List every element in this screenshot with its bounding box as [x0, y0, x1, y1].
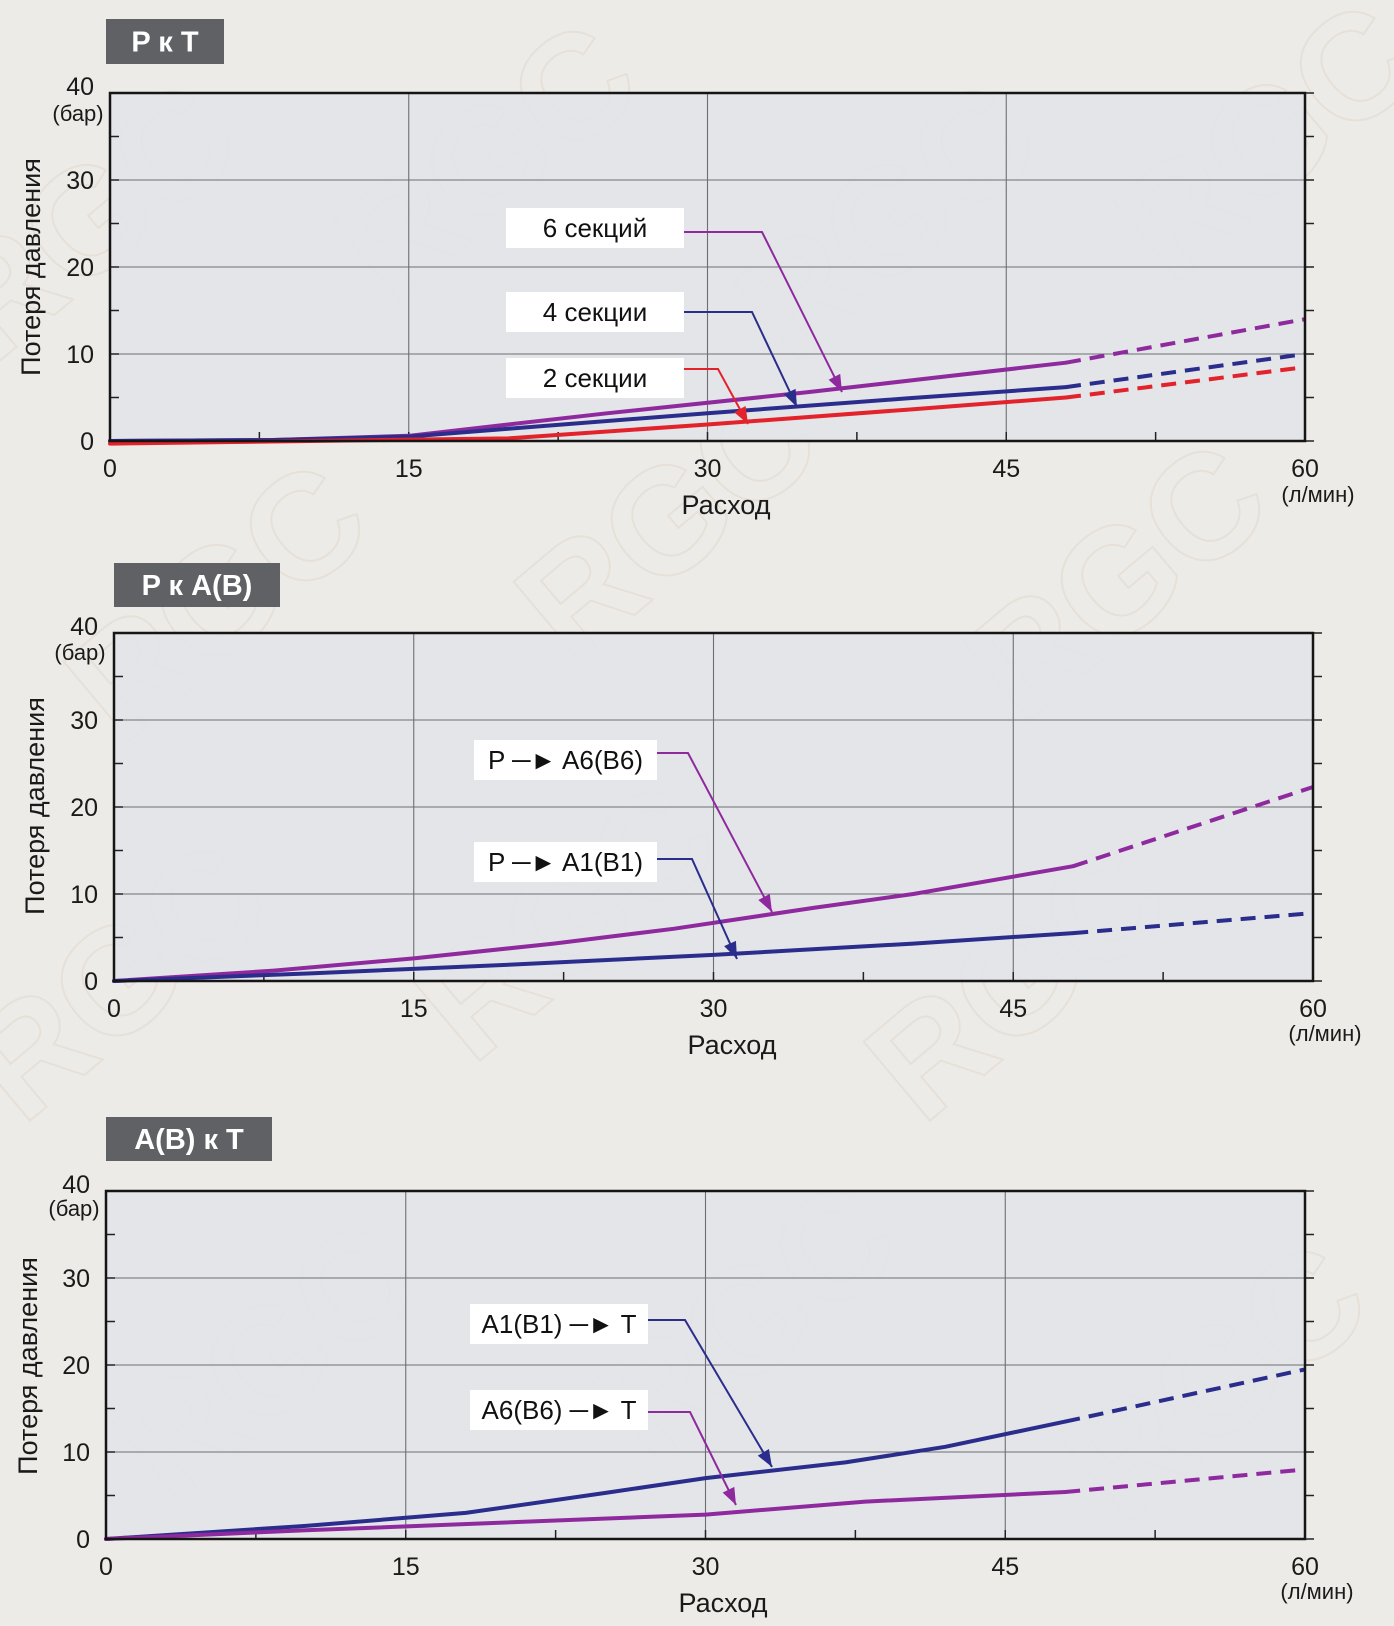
- plot-frame: [112, 631, 1315, 983]
- y-tick-label: 10: [62, 1439, 90, 1467]
- callout-label: A1(B1) ─► T: [482, 1309, 637, 1339]
- y-tick-label: 30: [62, 1265, 90, 1293]
- y-unit-label: (бар): [48, 1196, 99, 1221]
- x-tick-label: 30: [694, 455, 722, 483]
- y-tick-label: 40: [62, 1171, 90, 1199]
- series-extrapolation-1: [1065, 352, 1306, 390]
- callout-arrowhead: [783, 388, 797, 407]
- callout-label: P ─► A1(B1): [488, 847, 643, 877]
- x-tick-label: 0: [99, 1553, 113, 1581]
- section-badge: [106, 19, 224, 64]
- callout-box: [470, 1390, 648, 1430]
- x-axis-label: Расход: [687, 1030, 776, 1060]
- section-badge: [114, 563, 280, 607]
- y-axis-label: Потеря давления: [20, 697, 50, 915]
- callout-leader: [648, 1319, 773, 1468]
- callout-leader: [684, 231, 843, 393]
- x-tick-label: 60: [1299, 995, 1327, 1023]
- y-tick-label: 30: [70, 707, 98, 735]
- y-tick-label: 20: [70, 794, 98, 822]
- x-tick-label: 15: [400, 995, 428, 1023]
- series-line-1: [104, 1490, 1068, 1541]
- x-tick-label: 30: [700, 995, 728, 1023]
- chart-p-to-t: 0 15 30 45 60 0 10 20 30 40(бар) (л/мин) Потеря дав…: [16, 19, 1355, 520]
- callout-arrowhead: [828, 373, 842, 392]
- callout-box: [506, 208, 684, 248]
- chart-p-to-ab: 0 15 30 45 60 0 10 20 30 40(бар) (л/мин) Потеря дав…: [20, 563, 1362, 1060]
- x-tick-label: 60: [1291, 1553, 1319, 1581]
- x-tick-label: 30: [692, 1553, 720, 1581]
- y-axis-label: Потеря давления: [13, 1257, 43, 1475]
- callout-label: A6(B6) ─► T: [482, 1395, 637, 1425]
- x-axis-label: Расход: [678, 1588, 767, 1618]
- callout-leader: [648, 1411, 737, 1506]
- section-badge: [106, 1117, 272, 1161]
- x-tick-label: 0: [103, 455, 117, 483]
- x-tick-label: 0: [107, 995, 121, 1023]
- y-tick-label: 10: [70, 881, 98, 909]
- section-badge-label: P к A(B): [142, 570, 253, 602]
- x-tick-label: 45: [999, 995, 1027, 1023]
- callout-box: [470, 1304, 648, 1344]
- series-extrapolation-2: [1065, 365, 1306, 400]
- y-tick-label: 10: [66, 341, 94, 369]
- y-tick-label: 30: [66, 167, 94, 195]
- callout-label: 2 секции: [543, 363, 647, 393]
- callout-arrowhead: [724, 940, 737, 959]
- x-tick-label: 15: [395, 455, 423, 483]
- callout-label: 4 секции: [543, 297, 647, 327]
- y-tick-label: 0: [80, 428, 94, 456]
- x-tick-label: 45: [992, 455, 1020, 483]
- callout-box: [474, 740, 657, 780]
- y-tick-label: 40: [66, 73, 94, 101]
- section-badge-label: A(B) к T: [134, 1124, 244, 1156]
- callout-box: [506, 358, 684, 398]
- section-badge-label: P к T: [131, 27, 198, 59]
- y-tick-label: 0: [84, 968, 98, 996]
- x-unit-label: (л/мин): [1288, 1021, 1361, 1046]
- series-extrapolation-0: [1065, 317, 1306, 365]
- x-tick-label: 60: [1291, 455, 1319, 483]
- callout-leader: [657, 858, 738, 960]
- y-unit-label: (бар): [54, 640, 105, 665]
- y-tick-label: 20: [66, 254, 94, 282]
- callout-box: [506, 292, 684, 332]
- callout-arrowhead: [722, 1486, 736, 1505]
- y-axis-label: Потеря давления: [16, 158, 46, 376]
- callout-leader: [657, 752, 773, 913]
- series-line-0: [104, 1419, 1068, 1541]
- plot-frame: [108, 91, 1307, 443]
- callout-leader: [684, 311, 798, 408]
- plot-frame: [104, 1189, 1307, 1541]
- y-unit-label: (бар): [52, 101, 103, 126]
- callout-leader: [684, 368, 749, 425]
- x-axis-label: Расход: [681, 490, 770, 520]
- series-line-1: [112, 931, 1076, 983]
- y-tick-label: 40: [70, 613, 98, 641]
- x-unit-label: (л/мин): [1280, 1579, 1353, 1604]
- chart-ab-to-t: 0 15 30 45 60 0 10 20 30 40(бар) (л/мин) Потеря дав…: [13, 1117, 1354, 1618]
- x-unit-label: (л/мин): [1281, 482, 1354, 507]
- x-tick-label: 45: [991, 1553, 1019, 1581]
- callout-arrowhead: [758, 893, 772, 912]
- x-tick-label: 15: [392, 1553, 420, 1581]
- series-extrapolation-1: [1065, 1467, 1306, 1494]
- callout-arrowhead: [757, 1449, 772, 1467]
- callout-label: 6 секций: [543, 213, 647, 243]
- y-tick-label: 0: [76, 1526, 90, 1554]
- callout-label: P ─► A6(B6): [488, 745, 643, 775]
- series-line-0: [112, 864, 1076, 983]
- y-tick-label: 20: [62, 1352, 90, 1380]
- callout-box: [474, 842, 657, 882]
- callout-arrowhead: [734, 405, 748, 424]
- series-extrapolation-1: [1073, 911, 1314, 936]
- series-extrapolation-0: [1072, 785, 1314, 869]
- series-extrapolation-0: [1064, 1367, 1306, 1424]
